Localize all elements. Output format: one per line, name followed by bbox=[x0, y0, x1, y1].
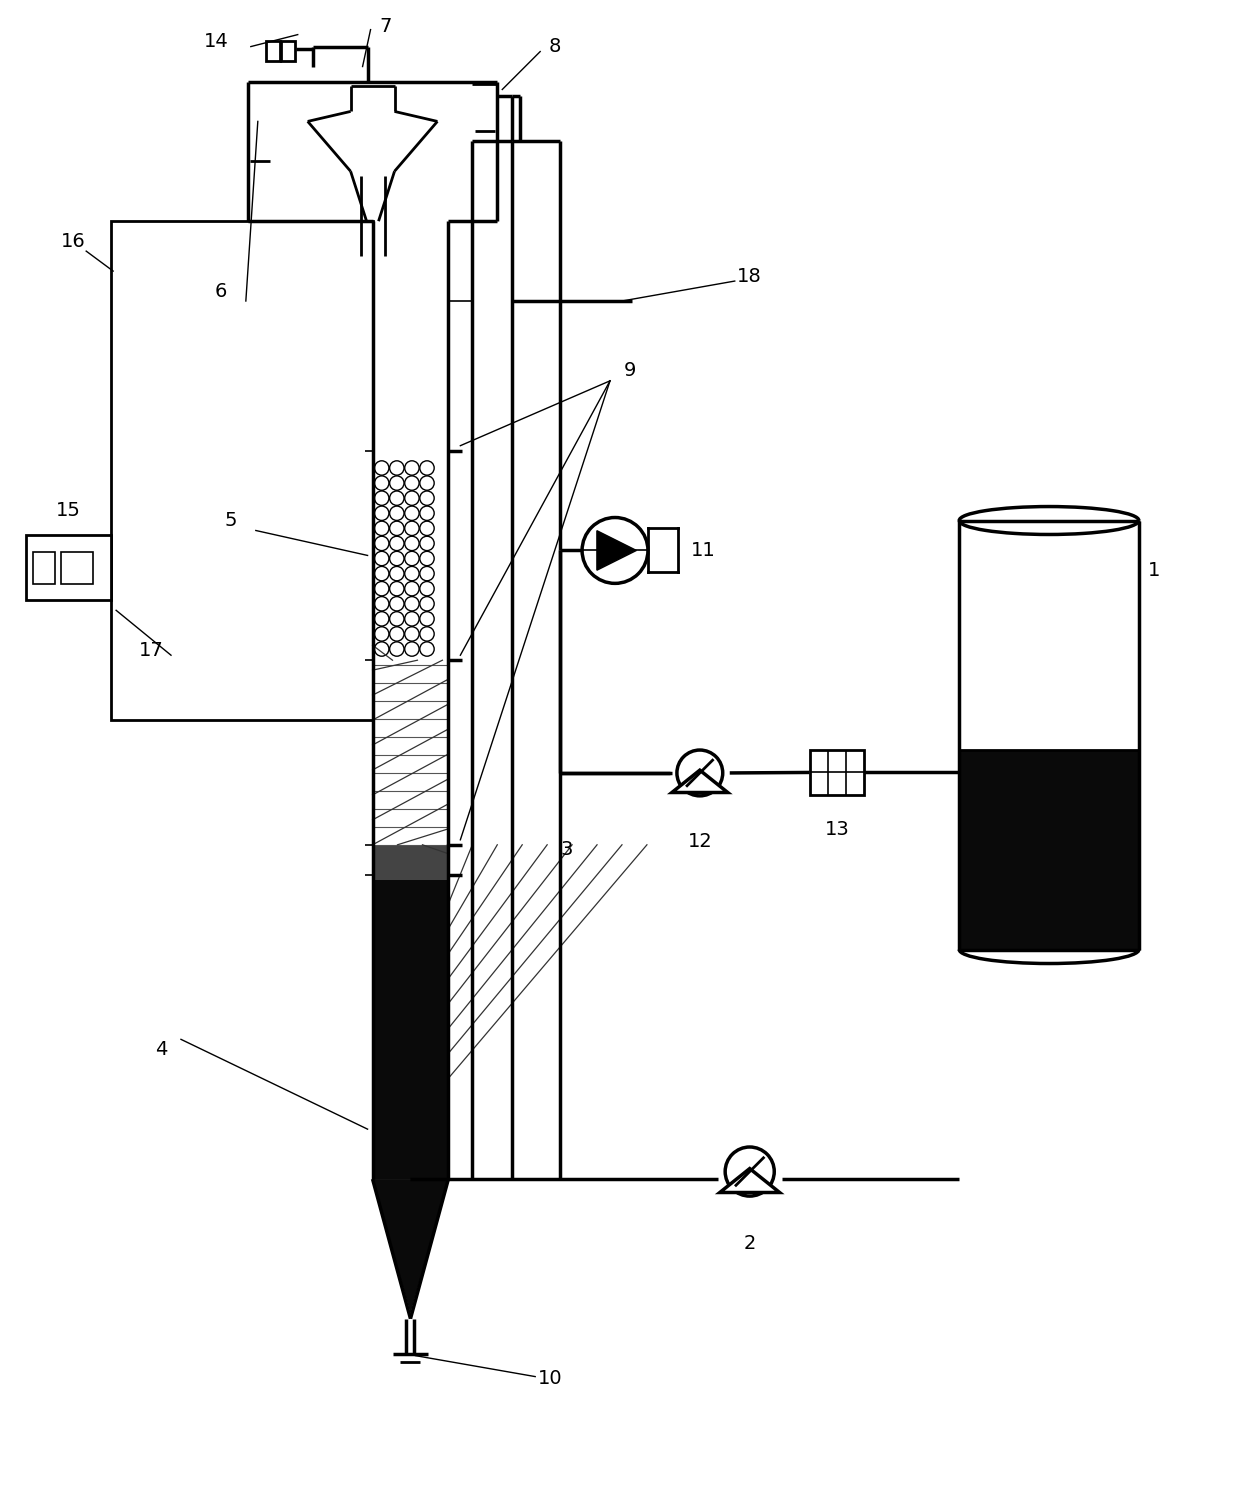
Text: 8: 8 bbox=[549, 38, 562, 56]
Bar bbox=[265, 40, 280, 60]
Text: 5: 5 bbox=[224, 512, 237, 530]
Bar bbox=[61, 552, 93, 584]
Text: 17: 17 bbox=[139, 640, 164, 660]
Text: 9: 9 bbox=[624, 362, 636, 381]
Bar bbox=[372, 844, 449, 879]
Text: 6: 6 bbox=[215, 282, 227, 300]
Polygon shape bbox=[672, 770, 728, 792]
Text: 18: 18 bbox=[738, 267, 763, 285]
Text: 16: 16 bbox=[61, 231, 86, 251]
Bar bbox=[960, 750, 1138, 950]
Polygon shape bbox=[596, 531, 636, 570]
Bar bbox=[26, 536, 112, 600]
Text: 3: 3 bbox=[560, 840, 573, 860]
Bar bbox=[810, 750, 864, 795]
Bar bbox=[112, 220, 372, 720]
Bar bbox=[33, 552, 56, 584]
Text: 10: 10 bbox=[538, 1370, 563, 1388]
Polygon shape bbox=[372, 1179, 449, 1314]
Bar bbox=[372, 879, 449, 1179]
Text: 7: 7 bbox=[379, 16, 392, 36]
Polygon shape bbox=[719, 1168, 780, 1192]
Text: 15: 15 bbox=[56, 501, 81, 520]
Text: 2: 2 bbox=[744, 1234, 756, 1254]
Bar bbox=[372, 660, 449, 844]
Text: 4: 4 bbox=[155, 1040, 167, 1059]
Text: 14: 14 bbox=[203, 32, 228, 51]
Text: 13: 13 bbox=[825, 821, 849, 840]
Text: 12: 12 bbox=[687, 833, 712, 852]
Bar bbox=[280, 40, 295, 60]
Bar bbox=[372, 450, 449, 660]
Text: 11: 11 bbox=[691, 542, 715, 560]
Text: 1: 1 bbox=[1147, 561, 1159, 580]
